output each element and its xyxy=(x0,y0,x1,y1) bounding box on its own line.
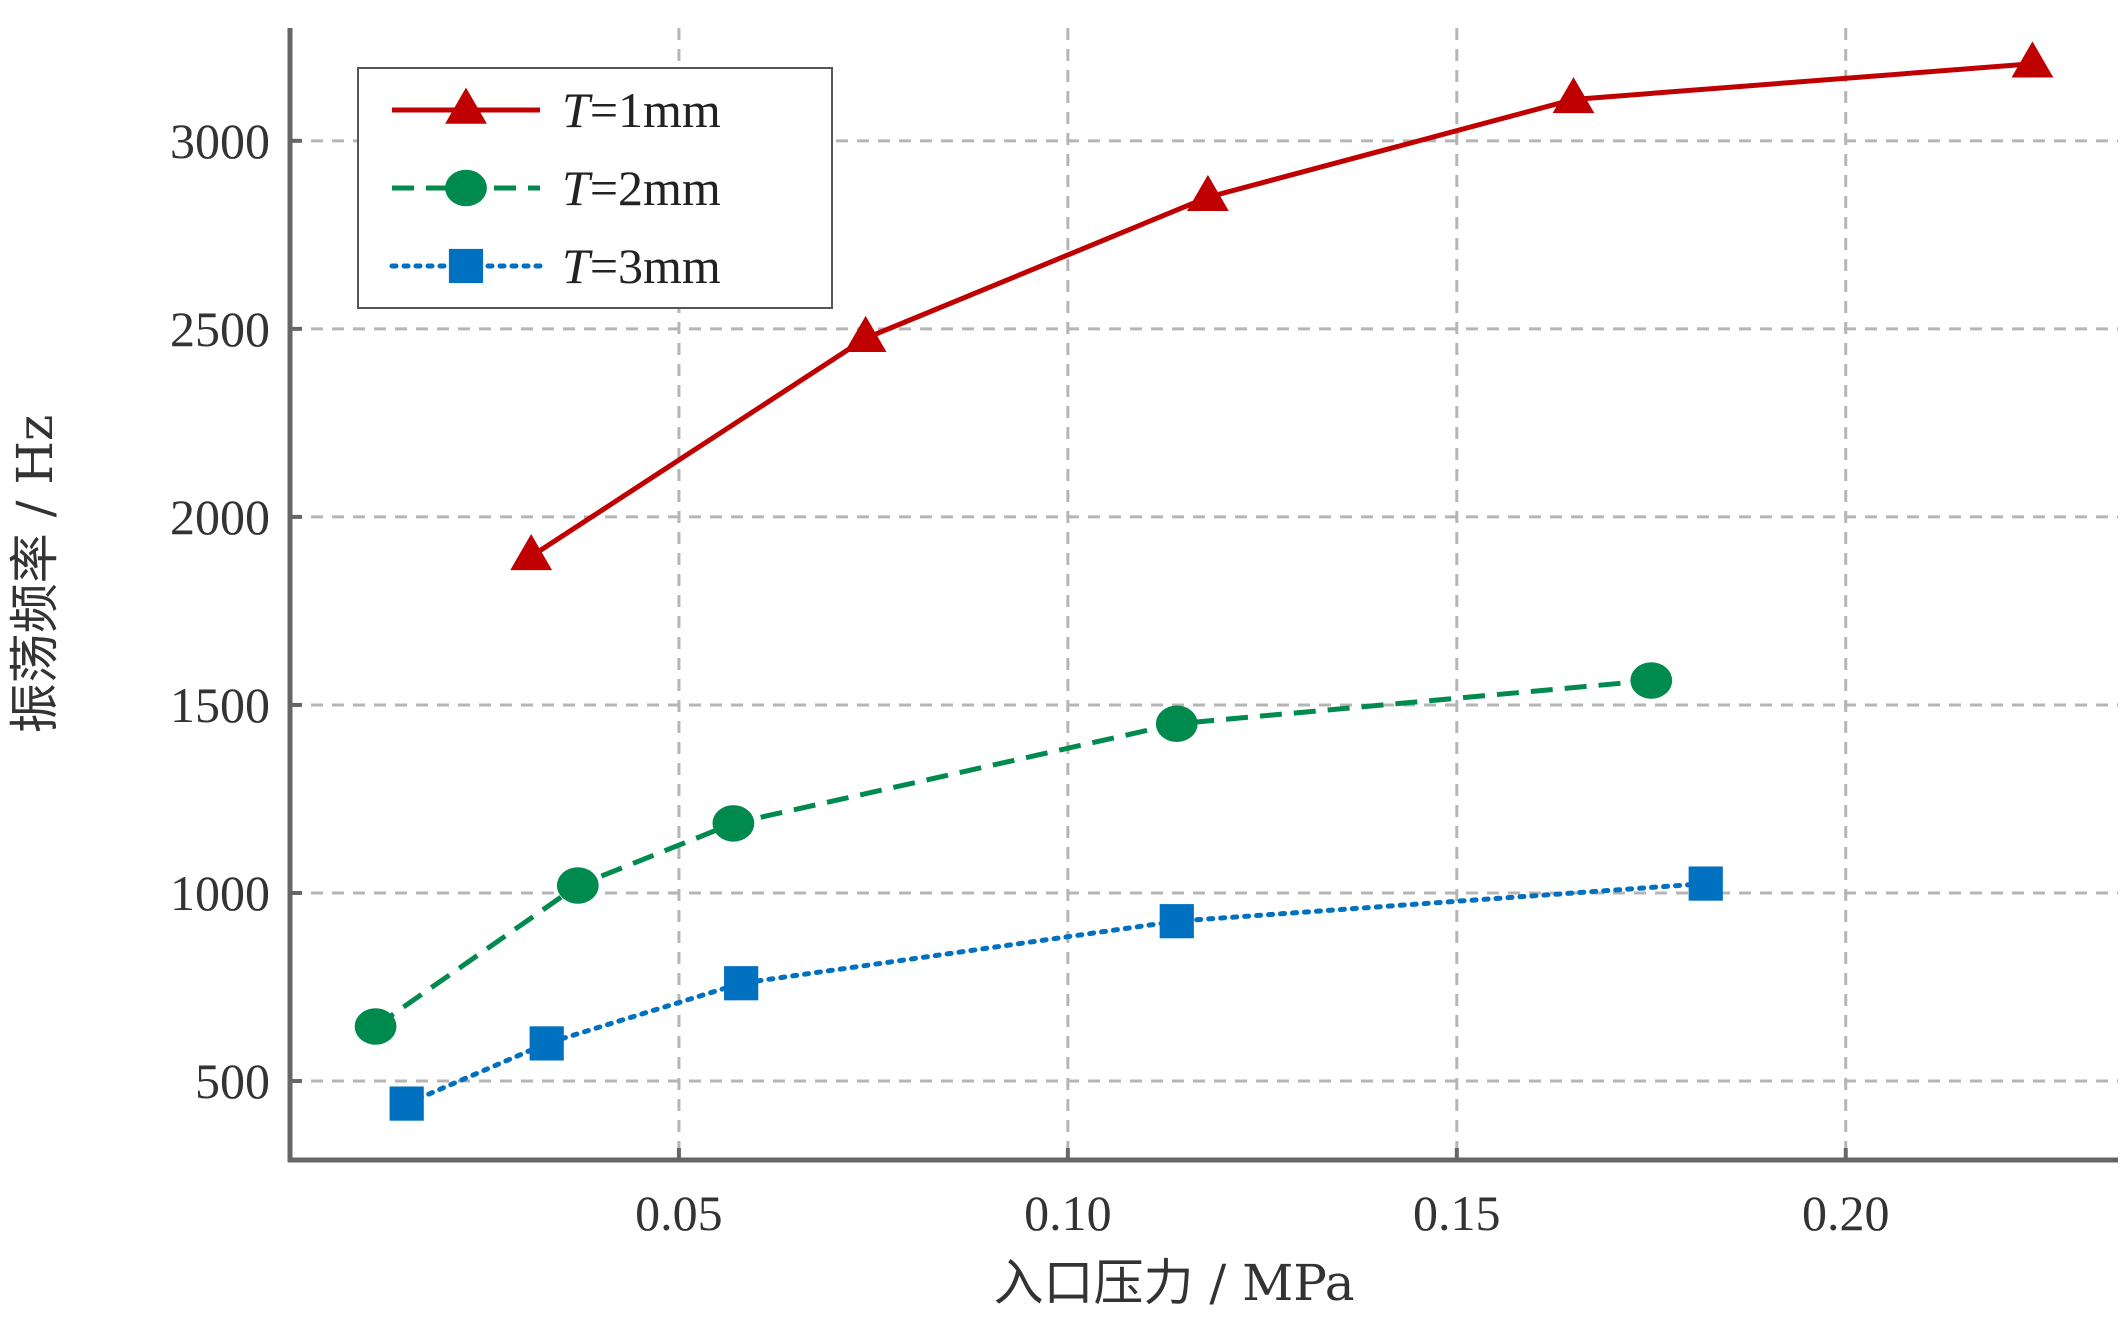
series-3 xyxy=(389,866,1723,1121)
legend-label-variable: T xyxy=(562,160,593,216)
data-point-circle xyxy=(712,805,755,842)
data-point-triangle xyxy=(510,534,553,571)
legend-item-2: T=2mm xyxy=(392,160,721,216)
legend-label-variable: T xyxy=(562,238,593,294)
data-point-circle xyxy=(354,1008,397,1045)
data-point-circle xyxy=(556,867,599,904)
series-line xyxy=(404,881,1709,1107)
legend-label: T=1mm xyxy=(562,82,721,138)
legend-label: T=3mm xyxy=(562,238,721,294)
legend-label-value: =3mm xyxy=(590,238,721,294)
x-tick-label: 0.10 xyxy=(1024,1185,1112,1241)
y-tick-label: 500 xyxy=(195,1053,270,1109)
data-point-square xyxy=(1159,904,1194,939)
data-point-triangle xyxy=(844,315,887,352)
legend-marker-circle xyxy=(445,169,487,207)
legend-label-variable: T xyxy=(562,82,593,138)
x-tick-label: 0.15 xyxy=(1413,1185,1501,1241)
series-1 xyxy=(510,41,2054,571)
data-point-circle xyxy=(1630,662,1673,699)
y-tick-label: 2000 xyxy=(170,489,270,545)
legend-marker-triangle xyxy=(445,87,487,124)
series-2 xyxy=(354,662,1673,1045)
y-axis-title: 振荡频率 / Hz xyxy=(6,415,64,734)
data-point-circle xyxy=(1155,705,1198,742)
data-point-triangle xyxy=(1552,77,1595,114)
y-tick-label: 2500 xyxy=(170,301,270,357)
data-point-square xyxy=(529,1026,564,1061)
data-point-square xyxy=(724,966,759,1001)
legend-marker-square xyxy=(448,248,484,284)
x-tick-label: 0.05 xyxy=(635,1185,723,1241)
x-tick-label: 0.20 xyxy=(1802,1185,1890,1241)
y-tick-label: 1500 xyxy=(170,677,270,733)
data-point-square xyxy=(389,1086,424,1121)
data-series xyxy=(354,41,2054,1121)
legend-label-value: =2mm xyxy=(590,160,721,216)
legend-item-1: T=1mm xyxy=(392,82,721,138)
data-point-triangle xyxy=(2011,41,2054,78)
legend-label-value: =1mm xyxy=(590,82,721,138)
legend-item-3: T=3mm xyxy=(389,238,721,294)
legend-label: T=2mm xyxy=(562,160,721,216)
y-tick-label: 3000 xyxy=(170,113,270,169)
y-tick-label: 1000 xyxy=(170,865,270,921)
data-point-square xyxy=(1688,866,1723,901)
data-point-triangle xyxy=(1186,174,1229,211)
x-axis-title: 入口压力 / MPa xyxy=(993,1254,1354,1312)
series-line xyxy=(374,678,1652,1029)
axes: 0.05 0.10 0.15 0.20 500 1000 1500 2000 2500 3000 xyxy=(170,28,2118,1241)
